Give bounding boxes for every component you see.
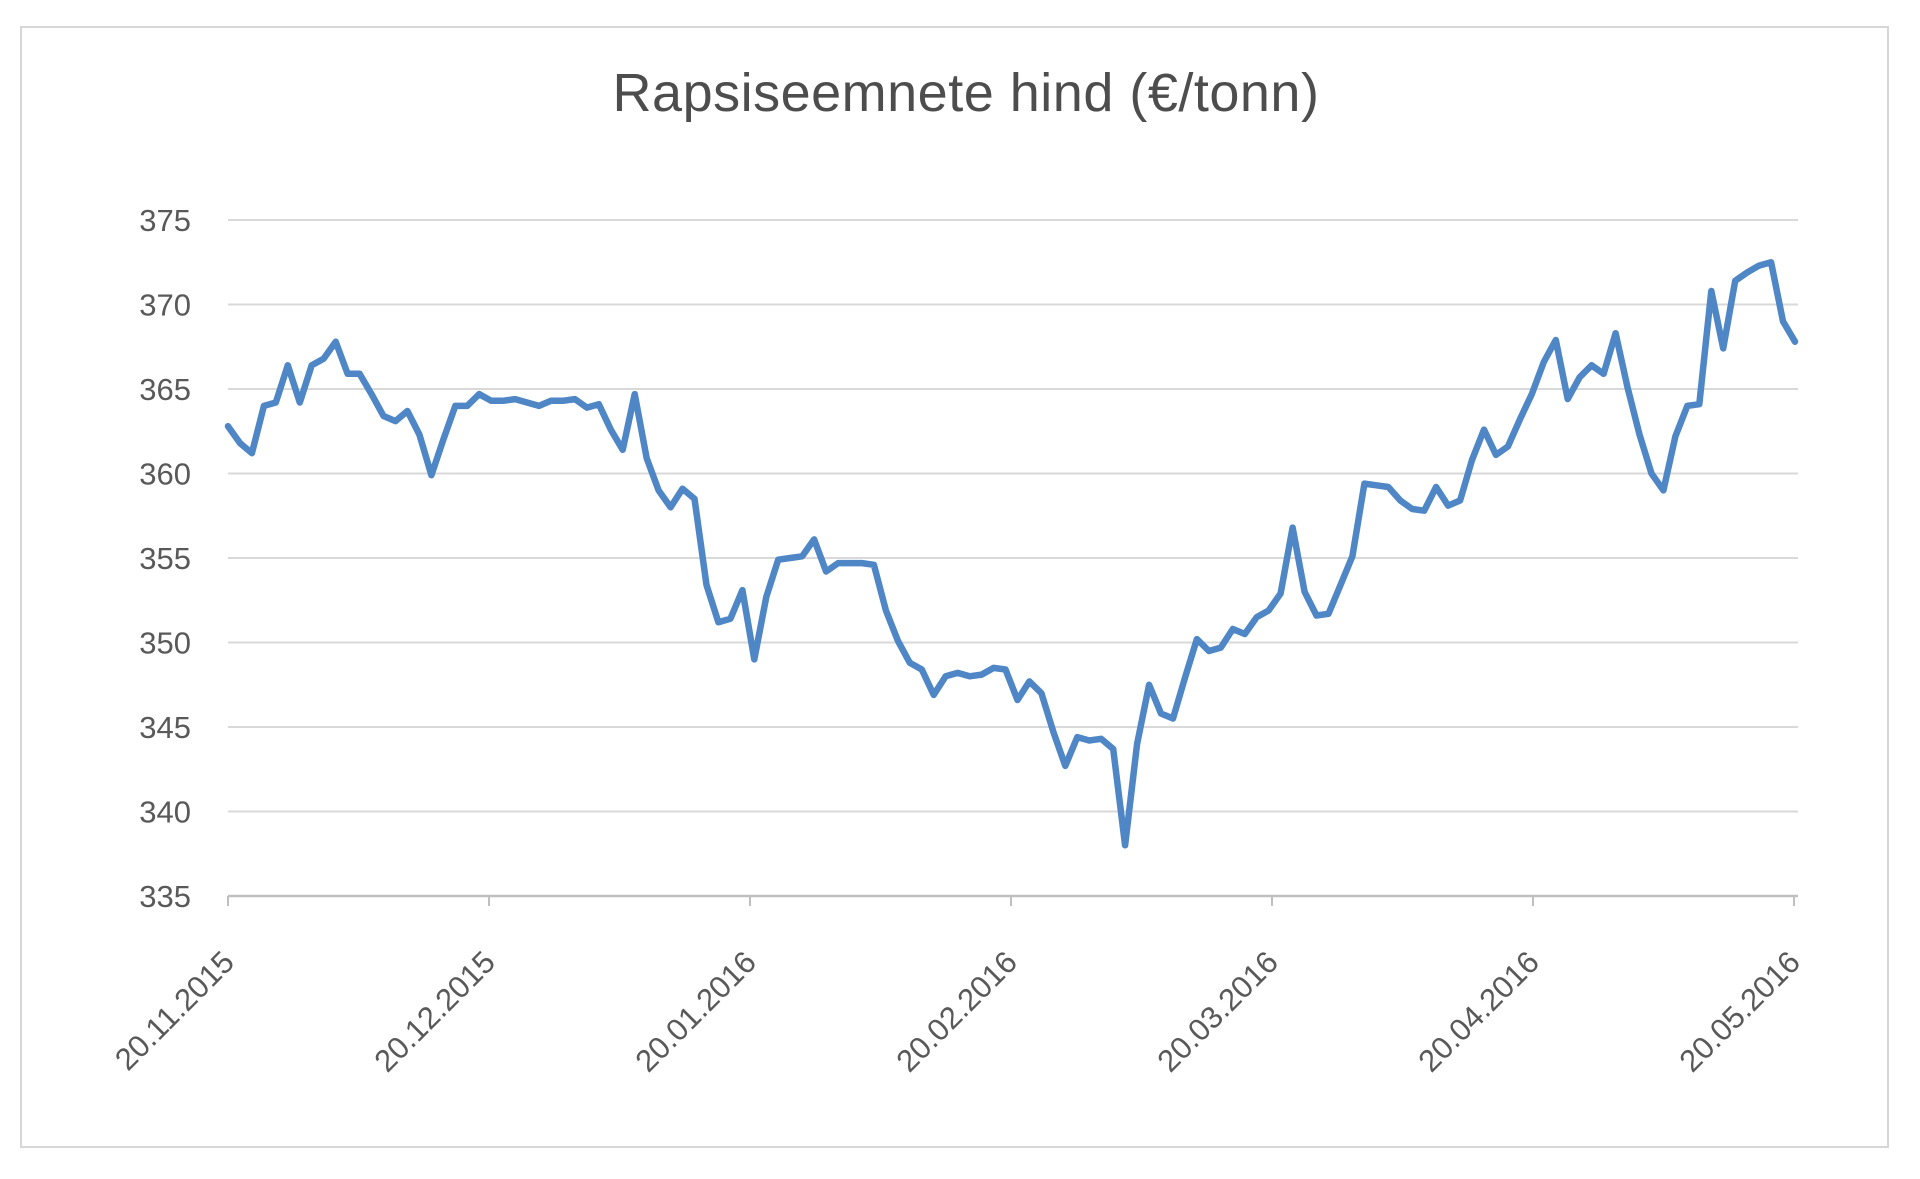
y-axis-label: 345 <box>139 710 191 745</box>
y-axis-label: 340 <box>139 795 191 830</box>
x-axis-label: 20.03.2016 <box>1150 944 1284 1078</box>
x-axis-label: 20.01.2016 <box>628 944 762 1078</box>
x-axis-label: 20.12.2015 <box>367 944 501 1078</box>
x-axis-label: 20.11.2015 <box>108 944 241 1077</box>
y-axis-label: 375 <box>139 203 191 238</box>
x-axis-label: 20.02.2016 <box>889 944 1023 1078</box>
price-line-series <box>224 259 1799 849</box>
chart-title: Rapsiseemnete hind (€/tonn) <box>612 63 1320 123</box>
y-axis-label: 370 <box>139 288 191 323</box>
chart-frame <box>20 26 1889 1148</box>
y-axis-label: 335 <box>139 879 191 914</box>
y-axis-label: 360 <box>139 457 191 492</box>
x-axis-label: 20.05.2016 <box>1672 944 1806 1078</box>
y-axis-label: 365 <box>139 372 191 407</box>
y-axis-label: 355 <box>139 541 191 576</box>
y-axis-label: 350 <box>139 626 191 661</box>
x-axis-label: 20.04.2016 <box>1411 944 1545 1078</box>
